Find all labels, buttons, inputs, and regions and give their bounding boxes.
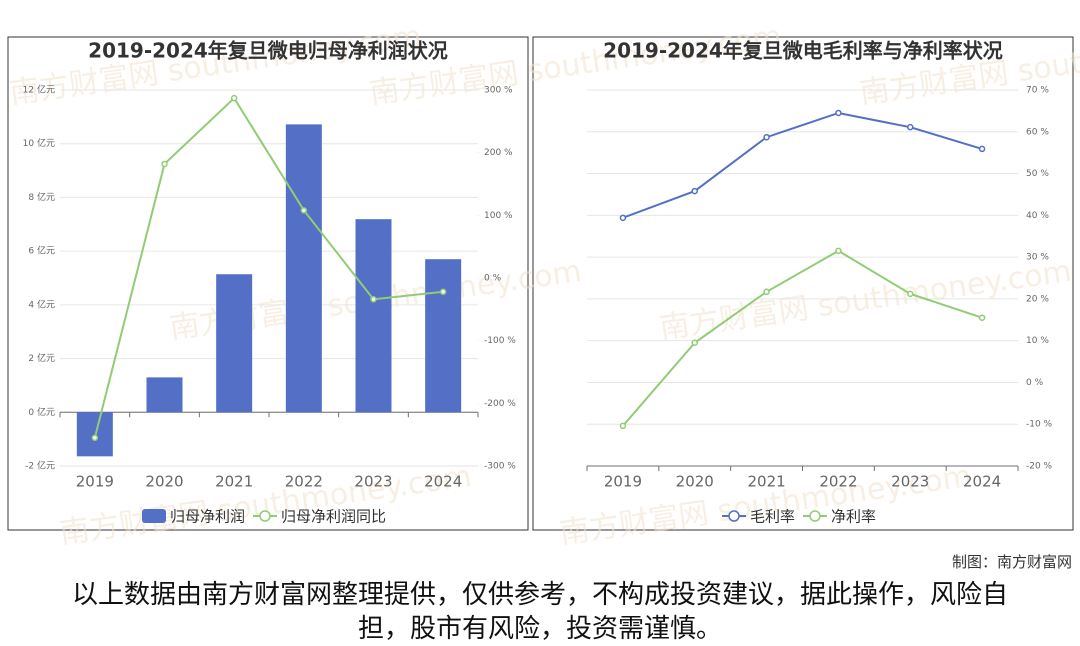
y-tick-label: 70 %: [1026, 86, 1049, 96]
y-tick-label: 40 %: [1026, 211, 1049, 221]
point: [691, 339, 698, 347]
point: [691, 187, 698, 195]
point: [370, 296, 377, 303]
y-tick-label: 10 %: [1026, 336, 1049, 346]
y2-tick-label: 300 %: [484, 86, 513, 96]
point: [978, 145, 986, 153]
legend-label: 归母净利润同比: [281, 508, 386, 526]
y2-tick-label: -200 %: [484, 399, 516, 409]
x-tick-label: 2020: [676, 473, 714, 491]
watermark: 南方财富网 southmoney.com: [7, 19, 423, 111]
legend-label: 毛利率: [750, 508, 795, 526]
legend-label: 归母净利润: [170, 508, 245, 526]
legend-swatch: [142, 509, 166, 523]
x-tick-label: 2020: [145, 473, 183, 491]
chart-title: 2019-2024年复旦微电归母净利润状况: [88, 39, 448, 63]
y-tick-label: 50 %: [1026, 169, 1049, 179]
chart-frame: [7, 36, 529, 531]
y-tick-label: 6 亿元: [28, 245, 55, 257]
x-tick-label: 2021: [747, 473, 785, 491]
x-tick-label: 2022: [285, 473, 323, 491]
point: [230, 94, 238, 102]
point: [91, 434, 99, 442]
y-tick-label: 0 %: [1026, 378, 1044, 388]
point: [907, 123, 914, 131]
point: [978, 314, 986, 321]
x-tick-label: 2021: [215, 473, 253, 491]
y-tick-label: 20 %: [1026, 294, 1049, 304]
legend-label: 净利率: [831, 508, 876, 526]
point: [763, 288, 770, 296]
point: [300, 207, 308, 214]
x-tick-label: 2019: [604, 473, 642, 491]
bar: [425, 259, 462, 413]
point: [835, 247, 842, 255]
watermark: 南方财富网 southmoney.com: [367, 19, 783, 111]
credit: 制图：南方财富网: [951, 553, 1072, 571]
point: [619, 422, 627, 430]
x-tick-label: 2024: [963, 473, 1001, 491]
point: [619, 214, 627, 222]
y-tick-label: -20 %: [1026, 462, 1053, 472]
line: [622, 111, 983, 219]
y2-tick-label: 100 %: [484, 211, 513, 221]
y-tick-label: -2 亿元: [25, 460, 55, 472]
legend-swatch: [809, 510, 821, 522]
point: [439, 288, 447, 296]
y-tick-label: 10 亿元: [23, 137, 55, 149]
y-tick-label: 60 %: [1026, 127, 1049, 137]
bar: [216, 274, 253, 413]
x-tick-label: 2022: [819, 473, 857, 491]
y-tick-label: 30 %: [1026, 253, 1049, 263]
y-tick-label: -10 %: [1026, 420, 1053, 430]
y2-tick-label: 0 %: [484, 274, 502, 284]
bar: [355, 219, 392, 413]
bar: [285, 124, 322, 413]
y-tick-label: 12 亿元: [23, 84, 55, 96]
legend-swatch: [259, 510, 271, 522]
point: [763, 133, 770, 141]
y-tick-label: 2 亿元: [28, 352, 55, 364]
x-tick-label: 2024: [424, 473, 462, 491]
y2-tick-label: -300 %: [484, 462, 516, 472]
point: [835, 109, 842, 117]
x-tick-label: 2023: [354, 473, 392, 491]
chart-frame: [532, 36, 1074, 531]
y-tick-label: 8 亿元: [28, 191, 55, 203]
y-tick-label: 4 亿元: [28, 298, 55, 310]
legend-swatch: [728, 510, 740, 522]
watermark: 南方财富网 southmoney.com: [57, 459, 473, 551]
bar: [146, 377, 183, 413]
y2-tick-label: 200 %: [484, 148, 513, 158]
point: [161, 160, 168, 168]
line: [93, 96, 444, 439]
chart-title: 2019-2024年复旦微电毛利率与净利率状况: [603, 39, 1003, 63]
disclaimer: 以上数据由南方财富网整理提供，仅供参考，不构成投资建议，据此操作，风险自担，股市…: [71, 580, 1008, 644]
x-tick-label: 2023: [891, 473, 929, 491]
line: [622, 249, 983, 427]
y-tick-label: 0 亿元: [28, 406, 55, 418]
watermark: 南方财富网 southmoney.com: [857, 19, 1080, 111]
x-tick-label: 2019: [76, 473, 114, 491]
y2-tick-label: -100 %: [484, 336, 516, 346]
point: [907, 290, 914, 298]
